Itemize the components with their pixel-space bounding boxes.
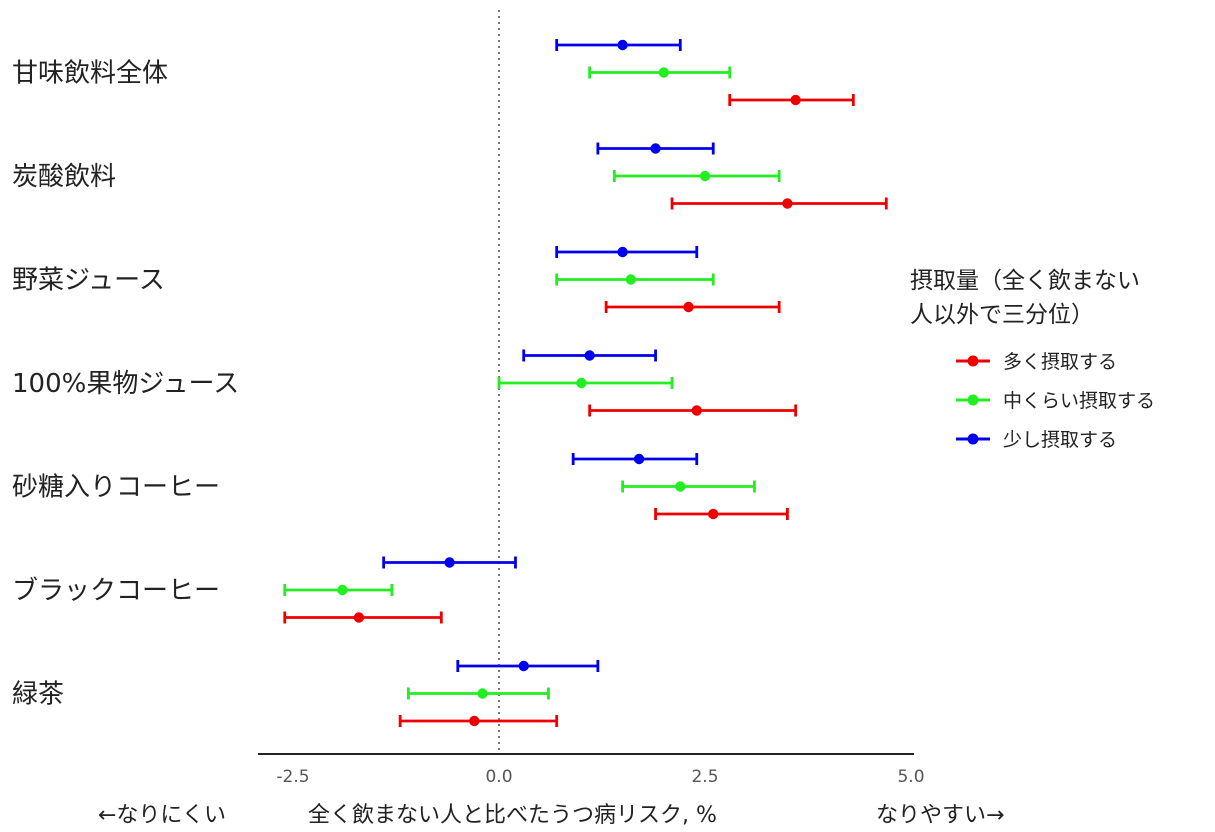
- estimate-point: [518, 660, 529, 672]
- ci-mark: [522, 349, 657, 362]
- legend-swatch-dot: [967, 394, 979, 406]
- ci-mark: [728, 94, 855, 106]
- estimate-point: [708, 508, 719, 520]
- legend-label: 少し摂取する: [1003, 429, 1117, 451]
- x-axis-ticks: -2.5 0.0 2.5 5.0: [276, 767, 924, 787]
- category-label: 100%果物ジュース: [12, 369, 239, 399]
- ci-mark: [398, 715, 559, 727]
- estimate-point: [444, 557, 455, 568]
- estimate-point: [617, 39, 628, 51]
- x-axis-left-annotation: ←なりにくい: [98, 803, 226, 828]
- ci-mark: [670, 197, 888, 210]
- estimate-point: [477, 688, 488, 699]
- category-label: 野菜ジュース: [12, 266, 165, 296]
- estimate-point: [699, 170, 711, 182]
- ci-mark: [571, 453, 699, 465]
- estimate-point: [658, 67, 669, 78]
- legend-swatch-dot: [967, 433, 979, 445]
- category-label: ブラックコーヒー: [12, 576, 220, 606]
- ci-mark: [654, 508, 789, 520]
- estimate-point: [675, 481, 686, 492]
- ci-mark: [555, 273, 715, 286]
- legend-title-line-2: 人以外で三分位）: [910, 302, 1094, 328]
- estimate-point: [650, 143, 661, 154]
- x-axis-label: 全く飲まない人と比べたうつ病リスク, %: [308, 803, 717, 828]
- plot-marks: [283, 39, 888, 727]
- ci-mark: [555, 39, 682, 51]
- x-tick-label: -2.5: [276, 767, 309, 787]
- estimate-point: [576, 377, 587, 389]
- ci-mark: [382, 556, 517, 569]
- ci-mark: [406, 687, 550, 700]
- legend-item: 少し摂取する: [956, 429, 1117, 451]
- ci-mark: [555, 246, 699, 258]
- estimate-point: [337, 584, 348, 596]
- estimate-point: [790, 94, 801, 106]
- category-label: 炭酸飲料: [12, 162, 116, 192]
- legend-label: 中くらい摂取する: [1003, 390, 1155, 412]
- ci-mark: [497, 377, 674, 389]
- ci-mark: [612, 170, 781, 182]
- ci-mark: [588, 66, 732, 79]
- x-tick-label: 5.0: [897, 767, 924, 787]
- estimate-point: [353, 612, 365, 623]
- estimate-point: [584, 350, 595, 361]
- estimate-point: [782, 198, 793, 209]
- ci-mark: [604, 301, 781, 313]
- ci-mark: [621, 480, 756, 493]
- estimate-point: [683, 301, 694, 313]
- estimate-point: [625, 274, 637, 285]
- ci-mark: [456, 660, 600, 672]
- estimate-point: [469, 715, 480, 727]
- x-axis-right-annotation: なりやすい→: [876, 803, 1004, 828]
- ci-mark: [588, 404, 798, 417]
- ci-mark: [283, 584, 394, 596]
- legend-item: 中くらい摂取する: [956, 390, 1155, 412]
- estimate-point: [617, 246, 628, 258]
- category-label: 甘味飲料全体: [12, 59, 168, 89]
- category-label: 緑茶: [12, 680, 64, 710]
- x-tick-label: 2.5: [691, 767, 718, 787]
- legend-swatch-dot: [967, 355, 979, 367]
- x-tick-label: 0.0: [485, 767, 512, 787]
- ci-mark: [283, 611, 443, 624]
- legend-label: 多く摂取する: [1003, 351, 1117, 373]
- legend-item: 多く摂取する: [956, 351, 1117, 373]
- estimate-point: [691, 405, 702, 416]
- legend-title-line-1: 摂取量（全く飲まない: [910, 268, 1140, 294]
- category-label: 砂糖入りコーヒー: [12, 473, 220, 503]
- ci-mark: [596, 142, 715, 155]
- estimate-point: [633, 453, 645, 465]
